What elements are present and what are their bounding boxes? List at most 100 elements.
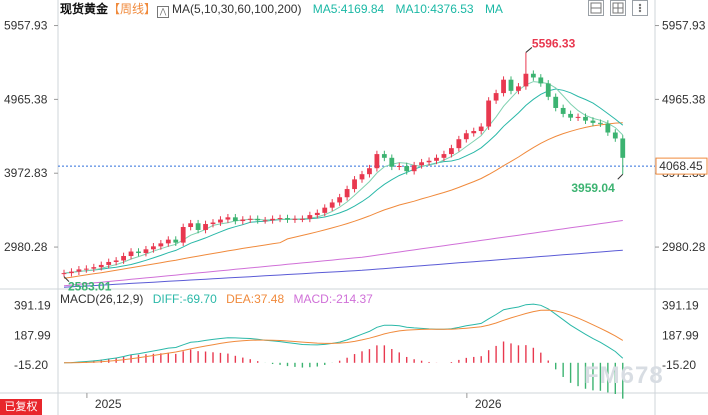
candle-body — [314, 212, 320, 216]
macd-dea: DEA:37.48 — [226, 292, 285, 306]
candle-body — [232, 217, 238, 222]
ma5-value: MA5:4169.84 — [312, 2, 385, 16]
candle-body — [419, 162, 424, 166]
candle-body — [225, 217, 231, 220]
candle-body — [545, 83, 551, 97]
ma5-line — [63, 81, 624, 274]
candle-body — [69, 271, 74, 274]
recent-low-marker — [617, 173, 624, 180]
candle-body — [389, 157, 395, 167]
ma60-line — [63, 220, 623, 287]
candle-body — [374, 154, 380, 169]
y-tick-label-right: 2980.28 — [662, 240, 706, 254]
period-label[interactable]: 【周线】 — [108, 2, 157, 16]
candle-body — [240, 219, 246, 222]
symbol-name: 现货黄金 — [60, 2, 109, 16]
candle-body — [598, 122, 603, 124]
candle-body — [322, 207, 328, 213]
y-tick-label-left: 2980.28 — [4, 240, 48, 254]
low-marker — [63, 276, 70, 282]
candle-body — [188, 223, 194, 227]
more-icon[interactable] — [632, 0, 648, 16]
current-price-tag: 4068.45 — [659, 159, 703, 173]
candle-body — [530, 73, 536, 78]
candle-body — [367, 168, 372, 175]
watermark: FM678 — [584, 362, 664, 389]
candle-body — [113, 260, 119, 262]
recent-low-label: 3959.04 — [571, 181, 615, 195]
candle-body — [143, 249, 149, 254]
candle-body — [516, 86, 521, 91]
candle-body — [76, 269, 82, 272]
candle-body — [106, 261, 112, 265]
candle-body — [136, 251, 141, 254]
candle-body — [501, 79, 506, 94]
candle-body — [98, 264, 104, 268]
macd-y-tick-label-right: 187.99 — [662, 328, 699, 342]
candle-body — [203, 224, 208, 230]
candle-body — [478, 126, 484, 132]
y-tick-label-left: 3972.83 — [4, 166, 48, 180]
low-label: 2583.01 — [68, 280, 112, 294]
candle-body — [285, 218, 290, 220]
ma30-line — [63, 122, 623, 279]
candle-body — [381, 154, 387, 158]
macd-y-tick-label-right: 391.19 — [662, 299, 699, 313]
candle-body — [151, 246, 156, 250]
candle-body — [508, 79, 514, 91]
high-label: 5596.33 — [532, 36, 576, 50]
candle-body — [396, 165, 402, 167]
x-tick-label: 2025 — [95, 397, 122, 411]
candle-body — [307, 215, 313, 219]
candle-body — [538, 77, 544, 84]
candle-body — [590, 120, 596, 123]
candle-body — [426, 160, 432, 163]
layout-icon[interactable] — [610, 0, 626, 16]
ma-settings-icon[interactable]: ⋀ — [157, 6, 170, 18]
candle-body — [352, 179, 357, 190]
adjusted-badge[interactable]: 已复权 — [0, 399, 42, 415]
candle-body — [128, 251, 134, 257]
candle-body — [247, 218, 253, 220]
y-tick-label-left: 5957.93 — [4, 19, 48, 33]
candle-body — [158, 243, 164, 247]
candle-body — [434, 157, 439, 161]
candle-body — [173, 239, 179, 243]
candle-body — [262, 220, 268, 222]
candle-body — [210, 222, 216, 225]
candle-body — [270, 218, 275, 221]
macd-dea-line — [63, 309, 624, 364]
candle-body — [344, 189, 350, 198]
x-tick-label: 2026 — [475, 397, 502, 411]
macd-label: MACD(26,12,9) — [60, 292, 144, 306]
candle-body — [165, 239, 171, 244]
candle-body — [449, 148, 454, 155]
candle-body — [83, 268, 89, 270]
high-marker — [525, 47, 533, 53]
candle-body — [493, 93, 499, 101]
candle-body — [486, 100, 492, 127]
ma10-line — [63, 88, 624, 274]
macd-value: MACD:-214.37 — [293, 292, 373, 306]
candle-body — [277, 218, 283, 220]
candle-body — [292, 218, 298, 220]
macd-diff-line — [63, 303, 624, 364]
candle-body — [456, 139, 462, 149]
expand-icon[interactable] — [588, 0, 604, 16]
candle-body — [404, 165, 410, 172]
macd-y-tick-label-left: 187.99 — [14, 328, 51, 342]
candle-body — [568, 113, 573, 118]
candle-body — [255, 218, 261, 221]
macd-header: MACD(26,12,9) DIFF:-69.70 DEA:37.48 MACD… — [60, 291, 373, 307]
y-tick-label-right: 5957.93 — [662, 19, 706, 33]
ma10-value: MA10:4376.53 — [395, 2, 474, 16]
candle-body — [61, 273, 67, 275]
candle-body — [411, 165, 417, 172]
candle-body — [218, 219, 223, 223]
y-tick-label-right: 4965.38 — [662, 92, 706, 106]
candle-body — [553, 96, 559, 108]
candle-body — [121, 256, 126, 261]
candle-body — [463, 133, 469, 140]
candle-body — [523, 73, 529, 87]
